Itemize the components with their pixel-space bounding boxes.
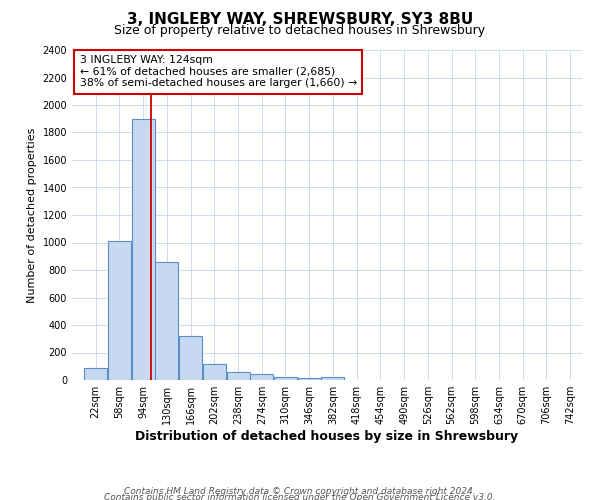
Bar bbox=[274, 376, 297, 380]
Bar bbox=[250, 374, 273, 380]
Bar bbox=[131, 118, 155, 380]
Y-axis label: Number of detached properties: Number of detached properties bbox=[27, 128, 37, 302]
Bar bbox=[179, 336, 202, 380]
Text: Size of property relative to detached houses in Shrewsbury: Size of property relative to detached ho… bbox=[115, 24, 485, 37]
Bar bbox=[84, 368, 107, 380]
X-axis label: Distribution of detached houses by size in Shrewsbury: Distribution of detached houses by size … bbox=[136, 430, 518, 443]
Bar bbox=[108, 241, 131, 380]
Text: 3 INGLEBY WAY: 124sqm
← 61% of detached houses are smaller (2,685)
38% of semi-d: 3 INGLEBY WAY: 124sqm ← 61% of detached … bbox=[80, 55, 357, 88]
Bar bbox=[203, 364, 226, 380]
Text: 3, INGLEBY WAY, SHREWSBURY, SY3 8BU: 3, INGLEBY WAY, SHREWSBURY, SY3 8BU bbox=[127, 12, 473, 28]
Bar bbox=[155, 262, 178, 380]
Bar bbox=[322, 377, 344, 380]
Text: Contains public sector information licensed under the Open Government Licence v3: Contains public sector information licen… bbox=[104, 492, 496, 500]
Bar bbox=[298, 378, 321, 380]
Text: Contains HM Land Registry data © Crown copyright and database right 2024.: Contains HM Land Registry data © Crown c… bbox=[124, 487, 476, 496]
Bar bbox=[227, 372, 250, 380]
